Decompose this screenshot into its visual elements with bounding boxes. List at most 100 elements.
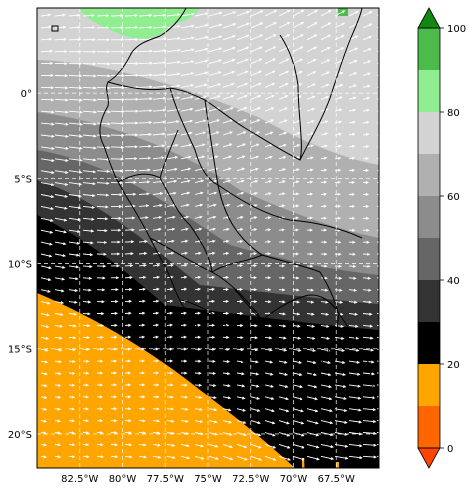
- wind-arrow: [376, 86, 379, 88]
- wind-arrow: [362, 336, 373, 339]
- wind-arrow-head: [143, 443, 147, 447]
- wind-arrow-head: [78, 194, 82, 198]
- wind-arrow-head: [301, 433, 305, 437]
- wind-arrow: [292, 336, 301, 339]
- wind-arrow-head: [87, 312, 91, 316]
- wind-arrow-head: [338, 108, 343, 112]
- wind-arrow-head: [326, 336, 331, 340]
- wind-arrow: [320, 324, 329, 328]
- wind-arrow-head: [310, 288, 314, 292]
- wind-arrow-head: [71, 455, 76, 459]
- wind-arrow-head: [272, 433, 276, 437]
- wind-arrow: [180, 204, 189, 207]
- wind-arrow-head: [365, 133, 370, 136]
- wind-arrow-head: [156, 395, 160, 399]
- wind-arrow-head: [283, 131, 288, 135]
- wind-arrow-head: [282, 300, 286, 304]
- wind-arrow: [194, 131, 206, 136]
- wind-arrow-head: [241, 179, 245, 183]
- wind-arrow-head: [357, 396, 362, 400]
- wind-arrow-head: [245, 70, 249, 74]
- wind-arrow: [250, 156, 259, 160]
- wind-arrow-head: [120, 26, 125, 30]
- wind-arrow-head: [256, 384, 260, 388]
- wind-arrow: [306, 396, 318, 400]
- wind-arrow-head: [387, 396, 389, 398]
- wind-arrow-head: [310, 276, 314, 280]
- wind-arrow: [110, 455, 118, 458]
- wind-arrow-head: [135, 97, 139, 101]
- wind-arrow-head: [384, 313, 386, 315]
- wind-arrow: [348, 384, 361, 387]
- wind-arrow-head: [175, 143, 179, 147]
- wind-arrow: [250, 95, 261, 100]
- wind-arrow-head: [312, 83, 316, 87]
- wind-arrow-head: [202, 143, 206, 147]
- wind-arrow-head: [326, 71, 330, 75]
- wind-arrow-head: [113, 335, 118, 339]
- wind-arrow-head: [50, 98, 55, 102]
- wind-arrow-head: [282, 324, 287, 328]
- wind-arrow-head: [50, 74, 54, 78]
- colorbar-tick-label: 80: [447, 108, 460, 119]
- wind-arrow-head: [71, 407, 76, 411]
- wind-arrow: [334, 348, 345, 352]
- wind-arrow-head: [381, 241, 383, 243]
- wind-arrow-head: [90, 229, 95, 233]
- wind-arrow: [264, 83, 275, 88]
- wind-arrow: [138, 264, 146, 267]
- wind-arrow-head: [267, 288, 272, 292]
- wind-arrow-head: [357, 384, 362, 388]
- wind-arrow: [348, 348, 359, 352]
- wind-arrow-head: [49, 61, 54, 65]
- wind-arrow-head: [256, 131, 261, 135]
- lat-tick-label: 0°: [21, 89, 32, 100]
- wind-arrow-head: [229, 143, 233, 147]
- wind-arrow-head: [169, 287, 174, 291]
- wind-arrow-head: [118, 205, 123, 208]
- wind-arrow-head: [141, 383, 146, 387]
- wind-arrow: [362, 48, 371, 53]
- wind-arrow: [138, 455, 147, 458]
- wind-arrow-head: [281, 276, 286, 280]
- wind-arrow-head: [44, 372, 48, 376]
- wind-arrow-head: [270, 384, 275, 388]
- wind-arrow-head: [316, 457, 320, 461]
- wind-arrow-head: [71, 383, 76, 387]
- wind-arrow: [82, 110, 96, 113]
- wind-arrow-head: [92, 194, 96, 198]
- wind-arrow-head: [298, 95, 302, 99]
- wind-arrow: [68, 241, 80, 245]
- wind-arrow: [278, 420, 289, 424]
- wind-arrow-head: [58, 348, 63, 352]
- wind-arrow-head: [65, 134, 69, 138]
- lat-tick-label: 10°S: [8, 260, 32, 271]
- wind-arrow-head: [157, 239, 162, 243]
- wind-arrow: [278, 132, 287, 136]
- wind-arrow-head: [281, 240, 286, 244]
- wind-arrow-head: [85, 407, 90, 411]
- wind-arrow-head: [354, 35, 359, 39]
- wind-arrow-head: [50, 218, 54, 222]
- wind-arrow-head: [200, 444, 205, 448]
- wind-arrow: [54, 301, 64, 304]
- wind-arrow-head: [329, 409, 333, 413]
- wind-arrow: [138, 240, 147, 243]
- wind-arrow-head: [239, 276, 244, 280]
- wind-arrow-head: [243, 119, 247, 122]
- wind-arrow-head: [354, 60, 358, 63]
- wind-arrow-head: [155, 335, 160, 339]
- wind-arrow: [264, 46, 276, 53]
- province-border: [181, 299, 231, 331]
- wind-arrow-head: [253, 276, 258, 280]
- wind-arrow-head: [270, 372, 274, 376]
- wind-arrow: [264, 107, 274, 112]
- wind-arrow: [236, 11, 250, 17]
- wind-arrow: [180, 192, 190, 195]
- wind-arrow: [348, 301, 357, 303]
- colorbar-frame: [417, 27, 441, 449]
- wind-arrow-head: [163, 73, 167, 77]
- wind-arrow-head: [381, 73, 383, 75]
- wind-arrow: [278, 336, 286, 339]
- wind-arrow: [320, 133, 328, 136]
